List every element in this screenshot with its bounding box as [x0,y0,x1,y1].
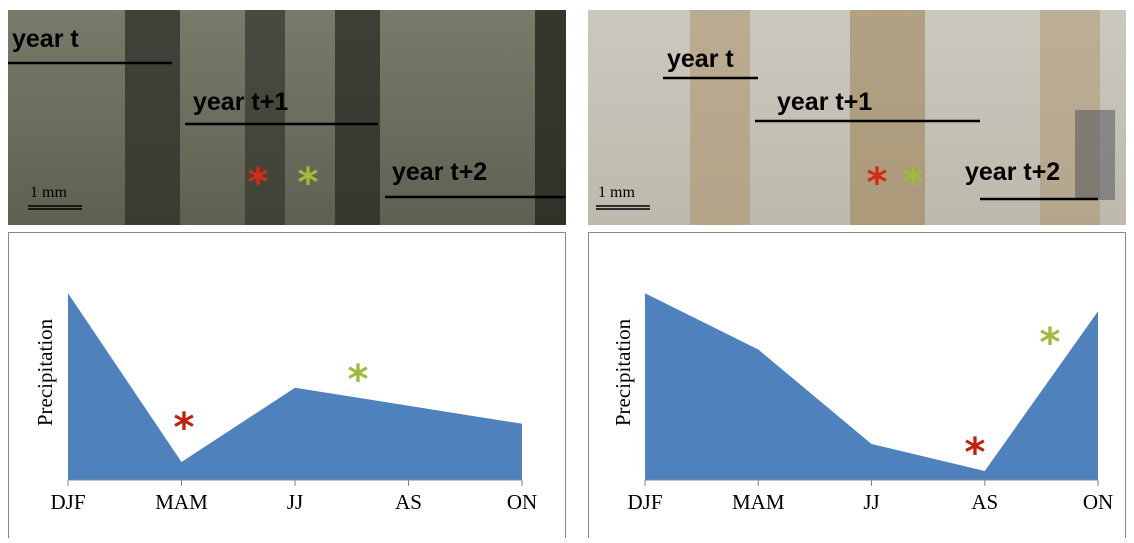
scale-label: 1 mm [30,184,67,201]
x-tick-label: JJ [863,490,879,514]
photo-right [588,10,1126,225]
year-label: year t [667,45,734,73]
figure: year t year t+1 year t+2 1 mm * * year t year t… [0,0,1134,538]
x-tick-label: AS [971,490,998,514]
year-label: year t [12,25,79,53]
x-tick-label: ON [1083,490,1113,514]
year-label: year t+2 [965,158,1060,186]
annotation: * [174,405,195,451]
photo-left [8,10,566,225]
annotation: * [1040,320,1061,366]
year-label: year t+2 [392,158,487,186]
annotation: * [348,357,369,403]
y-axis-label: Precipitation [611,318,635,426]
asterisk-marker: * [298,160,319,206]
year-label: year t+1 [193,88,288,116]
x-tick-label: DJF [627,490,662,514]
x-tick-label: MAM [732,490,785,514]
x-tick-label: AS [395,490,422,514]
asterisk-marker: * [903,160,924,206]
annotation: * [965,430,986,476]
asterisk-marker: * [248,160,269,206]
scale-label: 1 mm [598,184,635,201]
y-axis-label: Precipitation [33,318,57,426]
asterisk-marker: * [867,160,888,206]
area [645,293,1098,480]
area [68,293,522,480]
x-tick-label: ON [507,490,537,514]
page: {"photos": [ {"labels": ["year t", "year… [0,0,1134,538]
x-tick-label: DJF [50,490,85,514]
x-tick-label: MAM [155,490,208,514]
year-label: year t+1 [777,88,872,116]
x-tick-label: JJ [287,490,303,514]
